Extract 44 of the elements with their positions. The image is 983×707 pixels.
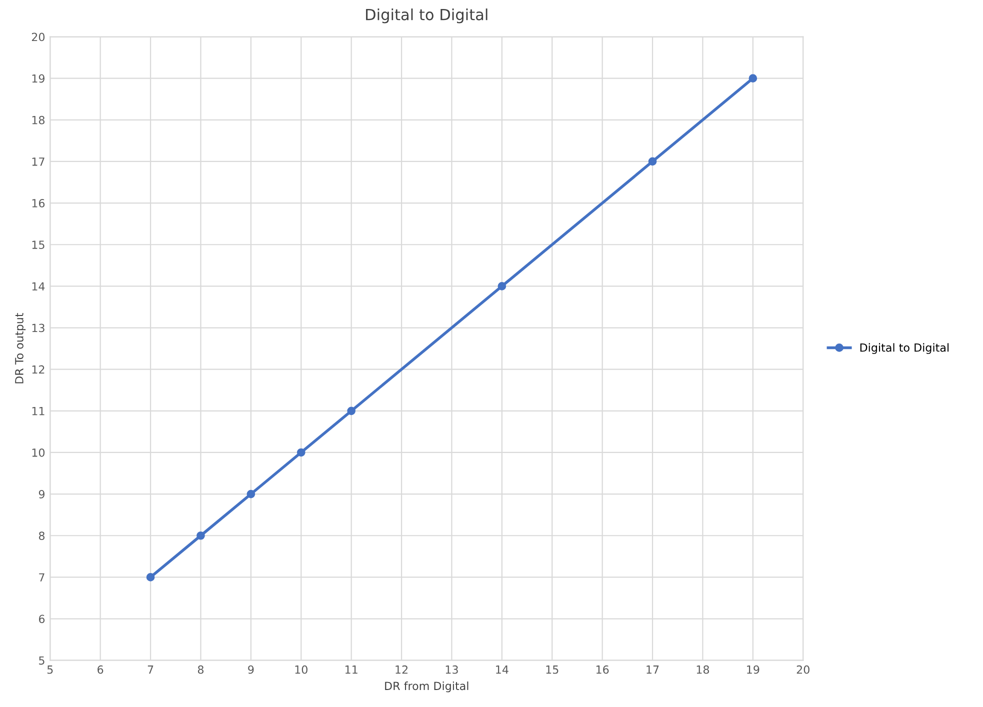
x-tick-label: 7 bbox=[148, 666, 154, 674]
y-tick-label: 9 bbox=[38, 490, 44, 498]
y-tick-label: 8 bbox=[38, 532, 45, 540]
point bbox=[296, 448, 306, 457]
x-tick-label: 14 bbox=[496, 666, 508, 674]
point bbox=[498, 282, 506, 290]
point bbox=[648, 157, 657, 166]
x-tick-label: 18 bbox=[696, 665, 710, 674]
y-tick-label: 15 bbox=[32, 240, 44, 249]
x-tick-label: 6 bbox=[98, 665, 104, 674]
x-tick-label: 13 bbox=[446, 665, 458, 674]
point bbox=[146, 573, 155, 582]
x-axis-title: DR from Digital bbox=[385, 682, 468, 692]
y-tick-label: 12 bbox=[32, 365, 44, 374]
x-tick-label: 5 bbox=[47, 666, 53, 674]
y-axis-title: DR To output bbox=[15, 312, 26, 384]
x-tick-label: 17 bbox=[646, 666, 659, 674]
y-tick-label: 19 bbox=[32, 74, 44, 83]
chart-title: Digital to Digital bbox=[366, 8, 488, 24]
y-tick-label: 10 bbox=[32, 448, 45, 457]
y-tick-label: 20 bbox=[32, 32, 45, 42]
y-tick-label: 6 bbox=[38, 614, 45, 624]
point bbox=[196, 531, 205, 540]
x-tick-label: 20 bbox=[796, 665, 810, 674]
y-tick-label: 11 bbox=[32, 407, 44, 416]
y-tick-label: 5 bbox=[39, 656, 44, 665]
y-tick-label: 14 bbox=[32, 282, 45, 290]
point bbox=[748, 74, 758, 83]
y-tick-label: 18 bbox=[32, 116, 45, 124]
x-tick-label: 8 bbox=[198, 665, 204, 674]
x-tick-label: 10 bbox=[295, 665, 308, 674]
point bbox=[246, 490, 256, 498]
x-tick-label: 19 bbox=[747, 665, 760, 674]
y-tick-label: 17 bbox=[32, 158, 44, 166]
x-tick-label: 15 bbox=[546, 666, 558, 674]
x-tick-label: 12 bbox=[396, 665, 408, 674]
x-tick-label: 11 bbox=[345, 666, 358, 674]
y-tick-label: 16 bbox=[32, 199, 45, 208]
point bbox=[347, 406, 356, 416]
legend-label: Digital to Digital bbox=[860, 343, 949, 354]
y-tick-label: 7 bbox=[39, 573, 44, 582]
x-tick-label: 9 bbox=[248, 665, 254, 674]
y-tick-label: 13 bbox=[32, 324, 44, 332]
x-tick-label: 16 bbox=[596, 665, 609, 674]
